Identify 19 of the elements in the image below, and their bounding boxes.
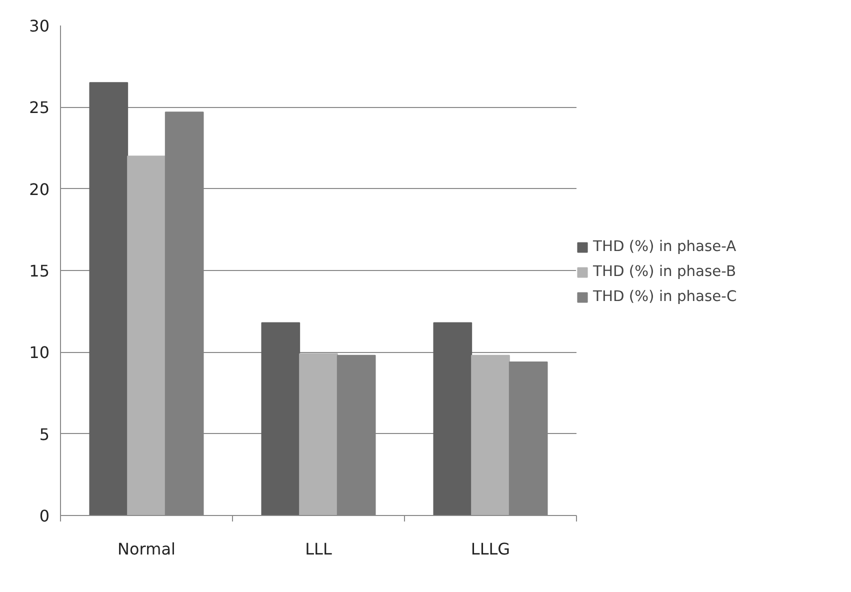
x-tick-label: LLL bbox=[305, 540, 332, 558]
bar bbox=[471, 354, 510, 516]
x-tick-label: LLLG bbox=[470, 540, 510, 558]
legend-label: THD (%) in phase-C bbox=[593, 288, 738, 305]
bar bbox=[127, 156, 166, 516]
y-tick-label: 20 bbox=[29, 180, 50, 199]
legend-label: THD (%) in phase-B bbox=[593, 263, 738, 280]
y-tick-label: 30 bbox=[29, 16, 50, 36]
legend-label: THD (%) in phase-A bbox=[593, 238, 738, 255]
y-tick-label: 15 bbox=[29, 262, 50, 280]
bar bbox=[89, 82, 128, 516]
y-tick-label: 25 bbox=[29, 98, 50, 118]
y-tick-label: 0 bbox=[39, 506, 50, 526]
x-tick-label: Normal bbox=[118, 540, 176, 558]
y-tick-label: 5 bbox=[39, 424, 50, 444]
bar bbox=[299, 353, 338, 516]
bar bbox=[433, 322, 472, 516]
bar bbox=[261, 322, 300, 516]
y-tick-label: 10 bbox=[29, 343, 50, 362]
